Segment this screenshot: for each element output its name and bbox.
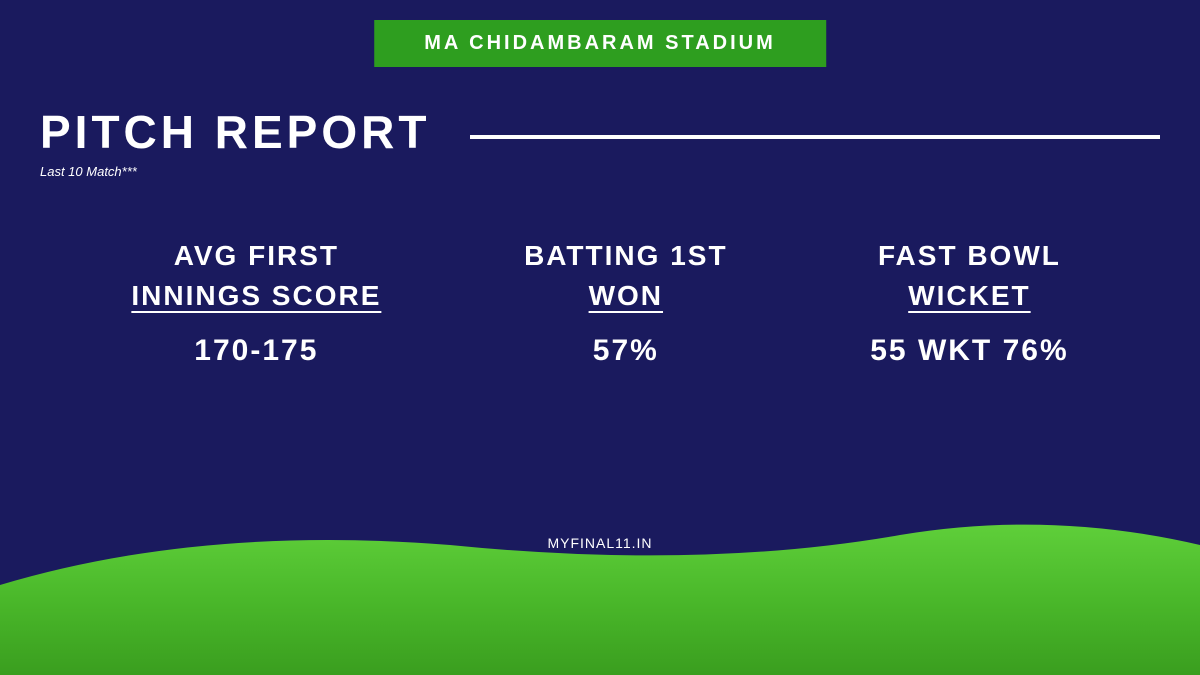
stat-label-2: WICKET [870,280,1068,312]
stadium-banner: MA CHIDAMBARAM STADIUM [374,20,826,67]
stat-label-1: FAST BOWL [870,240,1068,272]
grass-decoration [0,495,1200,675]
stats-row: AVG FIRST INNINGS SCORE 170-175 BATTING … [0,240,1200,368]
stat-label-1: BATTING 1ST [524,240,727,272]
stat-label-1: AVG FIRST [131,240,381,272]
title-divider [470,135,1160,139]
main-container: MA CHIDAMBARAM STADIUM PITCH REPORT Last… [0,0,1200,675]
stat-label-2: INNINGS SCORE [131,280,381,312]
stat-value: 170-175 [131,334,381,368]
subtitle-text: Last 10 Match*** [40,164,1160,179]
stat-fast-bowl: FAST BOWL WICKET 55 WKT 76% [870,240,1068,368]
stat-batting-first: BATTING 1ST WON 57% [524,240,727,368]
title-section: PITCH REPORT Last 10 Match*** [40,105,1160,179]
stadium-name: MA CHIDAMBARAM STADIUM [424,32,776,54]
stat-avg-score: AVG FIRST INNINGS SCORE 170-175 [131,240,381,368]
stat-value: 55 WKT 76% [870,334,1068,368]
stat-value: 57% [524,334,727,368]
stat-label-2: WON [524,280,727,312]
page-title: PITCH REPORT [40,105,430,159]
